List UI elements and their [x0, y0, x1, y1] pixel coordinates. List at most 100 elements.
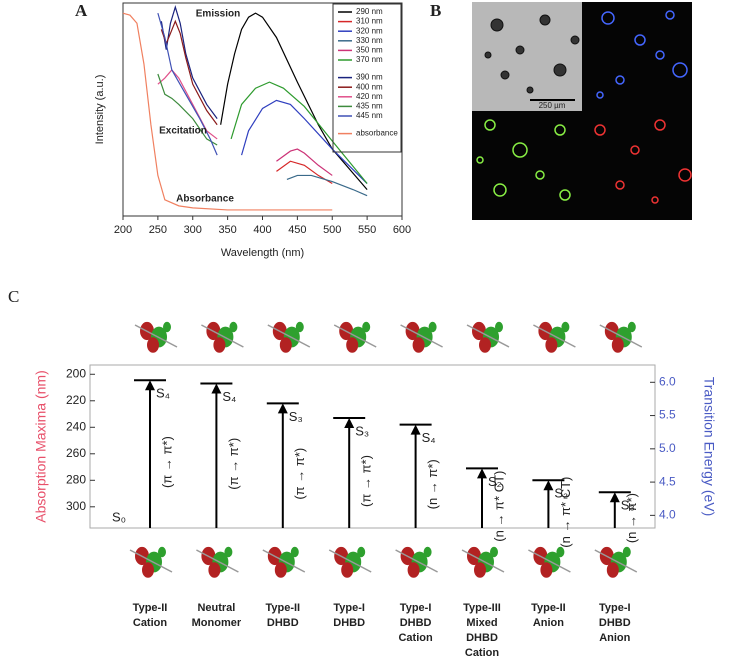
x-tick-label: 300	[184, 224, 202, 236]
arrow-head	[277, 403, 288, 414]
molecule-bond	[333, 324, 377, 348]
orbital-lobe	[295, 321, 304, 333]
orbital-lobe	[142, 562, 154, 578]
legend-label: 370 nm	[356, 55, 383, 64]
molecule-bond	[395, 549, 438, 573]
arrow-head	[543, 480, 554, 491]
arrow-head	[609, 492, 620, 503]
state-label: S₃	[621, 498, 635, 513]
orbital-lobe	[606, 562, 619, 578]
x-tick-label: 450	[288, 224, 306, 236]
molecule-bond	[196, 549, 239, 573]
series-line	[160, 19, 218, 126]
category-label: Type-I DHBD Cation	[398, 602, 433, 644]
category-label: Type-II Anion	[531, 602, 566, 629]
orbital-lobe	[556, 546, 565, 558]
orbital-lobe	[479, 337, 491, 353]
legend-frame	[332, 3, 402, 153]
series-line	[157, 73, 218, 146]
series-line	[157, 12, 218, 156]
category-label: Type-III Mixed DHBD Cation	[463, 602, 501, 659]
y-axis-label: Intensity (a.u.)	[94, 75, 106, 145]
x-tick-label: 250	[149, 224, 167, 236]
legend-label: 445 nm	[356, 111, 383, 120]
series-line	[240, 99, 368, 184]
legend-label: 390 nm	[356, 73, 383, 82]
legend-label: 435 nm	[356, 102, 383, 111]
molecule-bond	[594, 549, 638, 573]
orbital-lobe	[279, 337, 292, 353]
y-axis-label: Absorption Maxima (nm)	[33, 370, 49, 523]
arrow-head	[145, 380, 155, 391]
molecule-bond	[262, 549, 306, 573]
y-tick-label: 220	[66, 393, 86, 407]
orbital-lobe	[407, 562, 420, 578]
legend-label: 420 nm	[356, 92, 383, 101]
x-tick-label: 350	[218, 224, 236, 236]
annotation: Emission	[196, 9, 240, 20]
x-tick-label: 600	[393, 224, 411, 236]
series-line	[276, 160, 333, 185]
orbital-lobe	[362, 321, 371, 333]
series-line	[157, 69, 218, 140]
orbital-lobe	[290, 546, 299, 558]
orbital-lobe	[357, 546, 366, 558]
orbital-lobe	[208, 562, 221, 578]
orbital-lobe	[158, 546, 166, 558]
series-line	[276, 148, 333, 176]
arrow-head	[211, 383, 222, 394]
orbital-lobe	[229, 321, 238, 333]
series-line	[220, 12, 368, 191]
state-label: S₄	[422, 430, 436, 445]
arrow-head	[410, 424, 421, 435]
y-tick-label: 260	[66, 446, 86, 460]
molecule-bond	[599, 324, 643, 348]
y2-tick-label: 4.0	[659, 508, 676, 522]
orbital-lobe	[163, 321, 171, 333]
molecule-bond	[528, 549, 571, 573]
orbital-lobe	[622, 546, 631, 558]
orbital-lobe	[274, 562, 287, 578]
orbital-lobe	[474, 562, 486, 578]
legend-label: 400 nm	[356, 82, 383, 91]
scale-bar-label: 250 µm	[539, 101, 566, 110]
y-tick-label: 200	[66, 366, 86, 380]
state-label: S₂	[488, 474, 502, 489]
category-label: Neutral Monomer	[192, 602, 242, 629]
transition-label: (n → π*)	[425, 459, 440, 509]
orbital-lobe	[412, 337, 425, 353]
legend-label: absorbance	[356, 129, 398, 138]
transition-label: (n → π* CT)	[491, 471, 506, 542]
series-line	[286, 174, 368, 197]
y-tick-label: 300	[66, 499, 86, 513]
y2-tick-label: 4.5	[659, 474, 676, 488]
state-label: S₄	[156, 386, 170, 401]
x-tick-label: 550	[358, 224, 376, 236]
x-axis-label: Wavelength (nm)	[221, 247, 304, 259]
molecule-bond	[328, 549, 372, 573]
transition-label: (π → π*)	[359, 455, 374, 507]
annotation: Excitation	[159, 126, 207, 137]
state-label: S₃	[289, 409, 303, 424]
orbital-lobe	[147, 337, 159, 353]
orbital-lobe	[490, 546, 498, 558]
legend-label: 320 nm	[356, 26, 383, 35]
transition-label: (π → π*)	[159, 436, 174, 488]
plot-frame	[89, 364, 656, 529]
x-tick-label: 500	[323, 224, 341, 236]
molecule-bond	[533, 324, 576, 348]
orbital-lobe	[627, 321, 636, 333]
orbital-lobe	[213, 337, 226, 353]
molecule-bond	[134, 324, 178, 348]
panel-label: C	[8, 287, 19, 306]
orbital-lobe	[346, 337, 359, 353]
molecule-bond	[400, 324, 443, 348]
ground-state: S₀	[112, 509, 126, 524]
category-label: Type-II Cation	[133, 602, 168, 629]
legend-label: 310 nm	[356, 17, 383, 26]
y-tick-label: 240	[66, 419, 86, 433]
molecule-bond	[461, 549, 505, 573]
y2-tick-label: 5.5	[659, 408, 676, 422]
orbital-lobe	[545, 337, 558, 353]
